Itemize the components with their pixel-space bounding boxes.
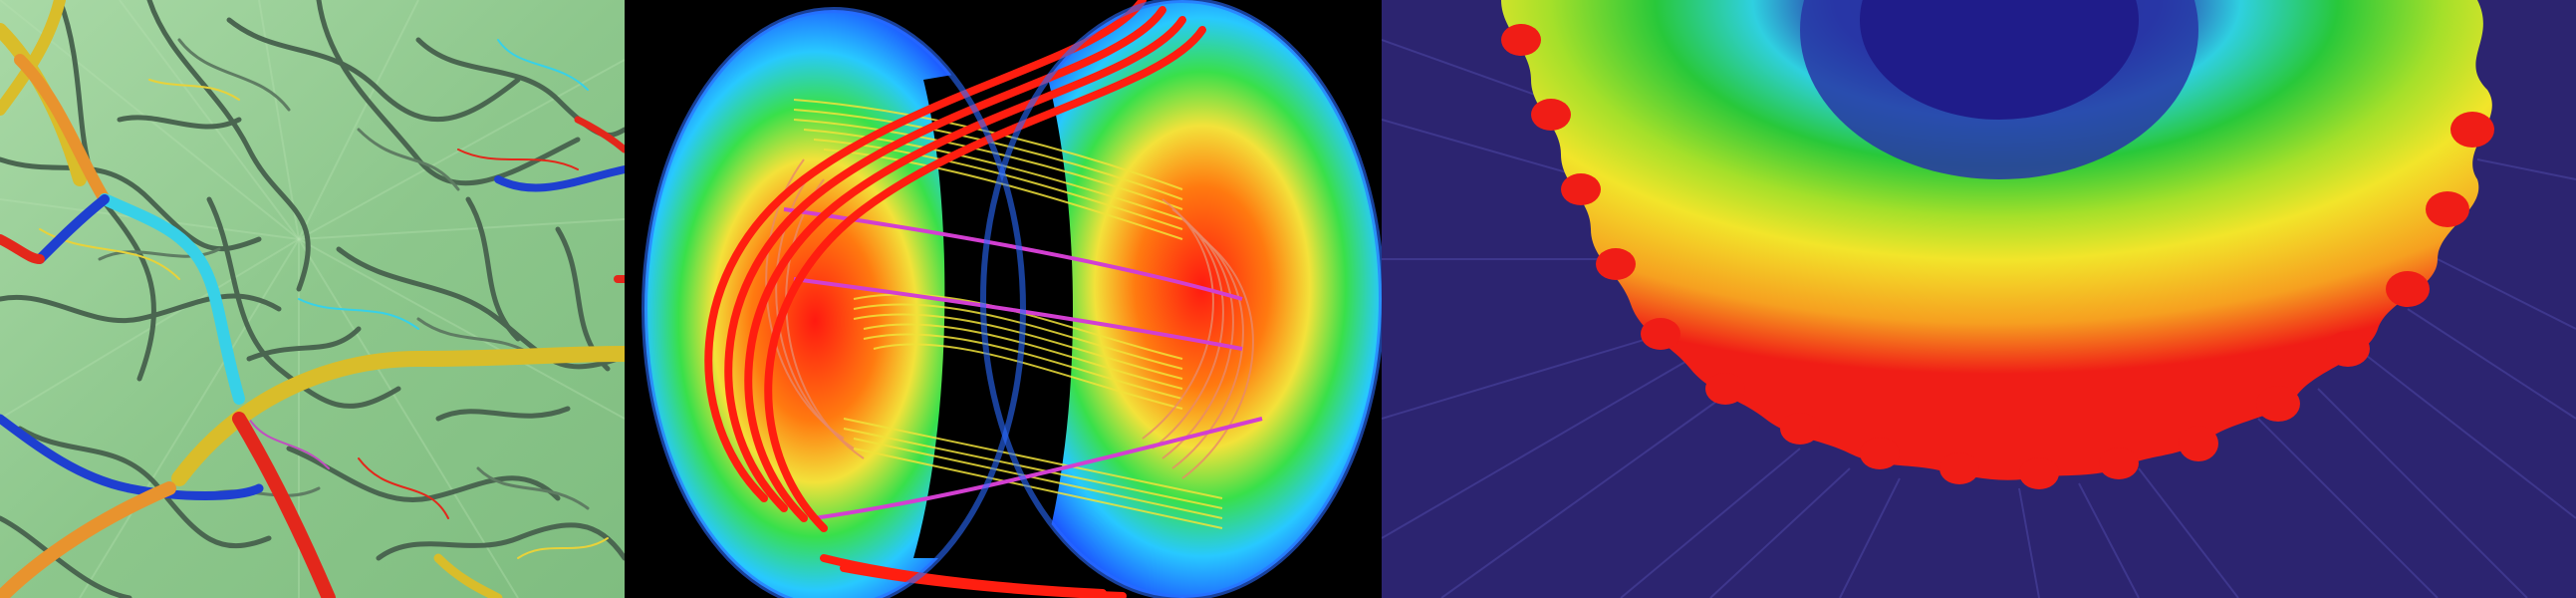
magenta-field-lines <box>783 207 1263 520</box>
colored-tubes <box>0 0 625 598</box>
streak-lines <box>1382 39 2576 598</box>
right-lobe <box>983 0 1382 598</box>
torus-panel <box>625 0 1382 598</box>
dark-tubes <box>0 0 625 598</box>
network-panel <box>0 0 625 598</box>
torus-illustration <box>625 0 1382 598</box>
heat-region <box>1501 0 2492 480</box>
heatmap-panel <box>1382 0 2576 598</box>
network-illustration <box>0 0 625 598</box>
red-fingers <box>1501 24 2494 489</box>
heatmap-illustration <box>1382 0 2576 598</box>
